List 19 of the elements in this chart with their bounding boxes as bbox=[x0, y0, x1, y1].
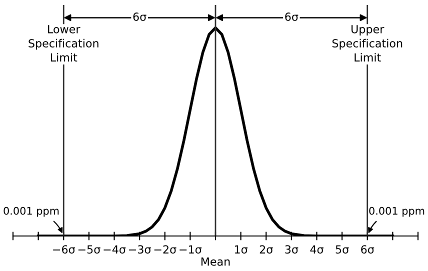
x-tick-label: 1σ bbox=[234, 245, 248, 254]
x-tick-label: −6σ bbox=[53, 245, 76, 254]
x-tick-label: 6σ bbox=[361, 245, 374, 254]
x-tick-label: −2σ bbox=[154, 245, 176, 254]
x-tick-label: −4σ bbox=[104, 245, 126, 254]
x-tick-label: −3σ bbox=[129, 245, 151, 254]
x-tick-label: −1σ bbox=[180, 245, 202, 254]
x-tick-label: −5σ bbox=[78, 245, 100, 254]
ref-line-label: Upper Specification Limit bbox=[332, 25, 402, 62]
text: 6σ bbox=[285, 12, 298, 21]
x-axis-title: Mean bbox=[201, 258, 230, 266]
annotation: 0.001 ppm bbox=[369, 206, 424, 217]
annotation: 0.001 ppm bbox=[4, 206, 59, 217]
x-tick-label: 5σ bbox=[336, 245, 349, 254]
text: 6σ bbox=[133, 12, 146, 21]
x-tick-label: 4σ bbox=[310, 245, 324, 254]
x-tick-label: 3σ bbox=[285, 245, 298, 254]
ref-line-label: Lower Specification Limit bbox=[28, 25, 98, 62]
x-tick-label: 2σ bbox=[260, 245, 273, 254]
